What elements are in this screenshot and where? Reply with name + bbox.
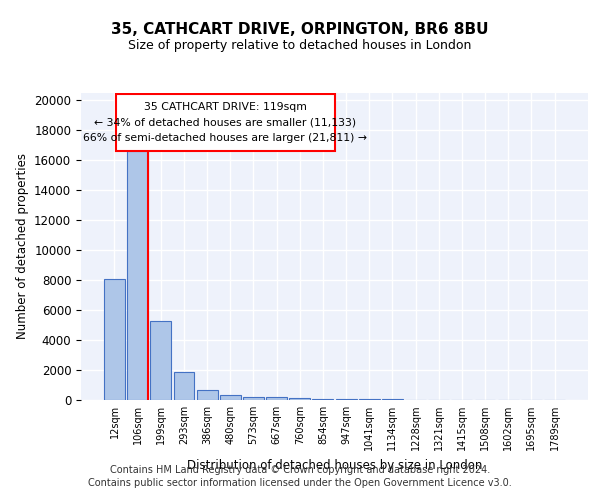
Bar <box>220 396 241 400</box>
Bar <box>266 397 287 400</box>
Bar <box>127 151 148 400</box>
Bar <box>151 321 171 400</box>
Bar <box>243 396 264 400</box>
Text: 35 CATHCART DRIVE: 119sqm
← 34% of detached houses are smaller (11,133)
66% of s: 35 CATHCART DRIVE: 119sqm ← 34% of detac… <box>83 102 367 143</box>
Text: Contains HM Land Registry data © Crown copyright and database right 2024.: Contains HM Land Registry data © Crown c… <box>110 465 490 475</box>
Text: 35, CATHCART DRIVE, ORPINGTON, BR6 8BU: 35, CATHCART DRIVE, ORPINGTON, BR6 8BU <box>111 22 489 38</box>
Y-axis label: Number of detached properties: Number of detached properties <box>16 153 29 339</box>
Bar <box>289 398 310 400</box>
Bar <box>116 94 335 151</box>
Bar <box>173 372 194 400</box>
X-axis label: Distribution of detached houses by size in London: Distribution of detached houses by size … <box>187 458 482 471</box>
Bar <box>335 399 356 400</box>
Bar <box>313 398 334 400</box>
Bar <box>104 279 125 400</box>
Text: Contains public sector information licensed under the Open Government Licence v3: Contains public sector information licen… <box>88 478 512 488</box>
Text: Size of property relative to detached houses in London: Size of property relative to detached ho… <box>128 38 472 52</box>
Bar <box>197 390 218 400</box>
